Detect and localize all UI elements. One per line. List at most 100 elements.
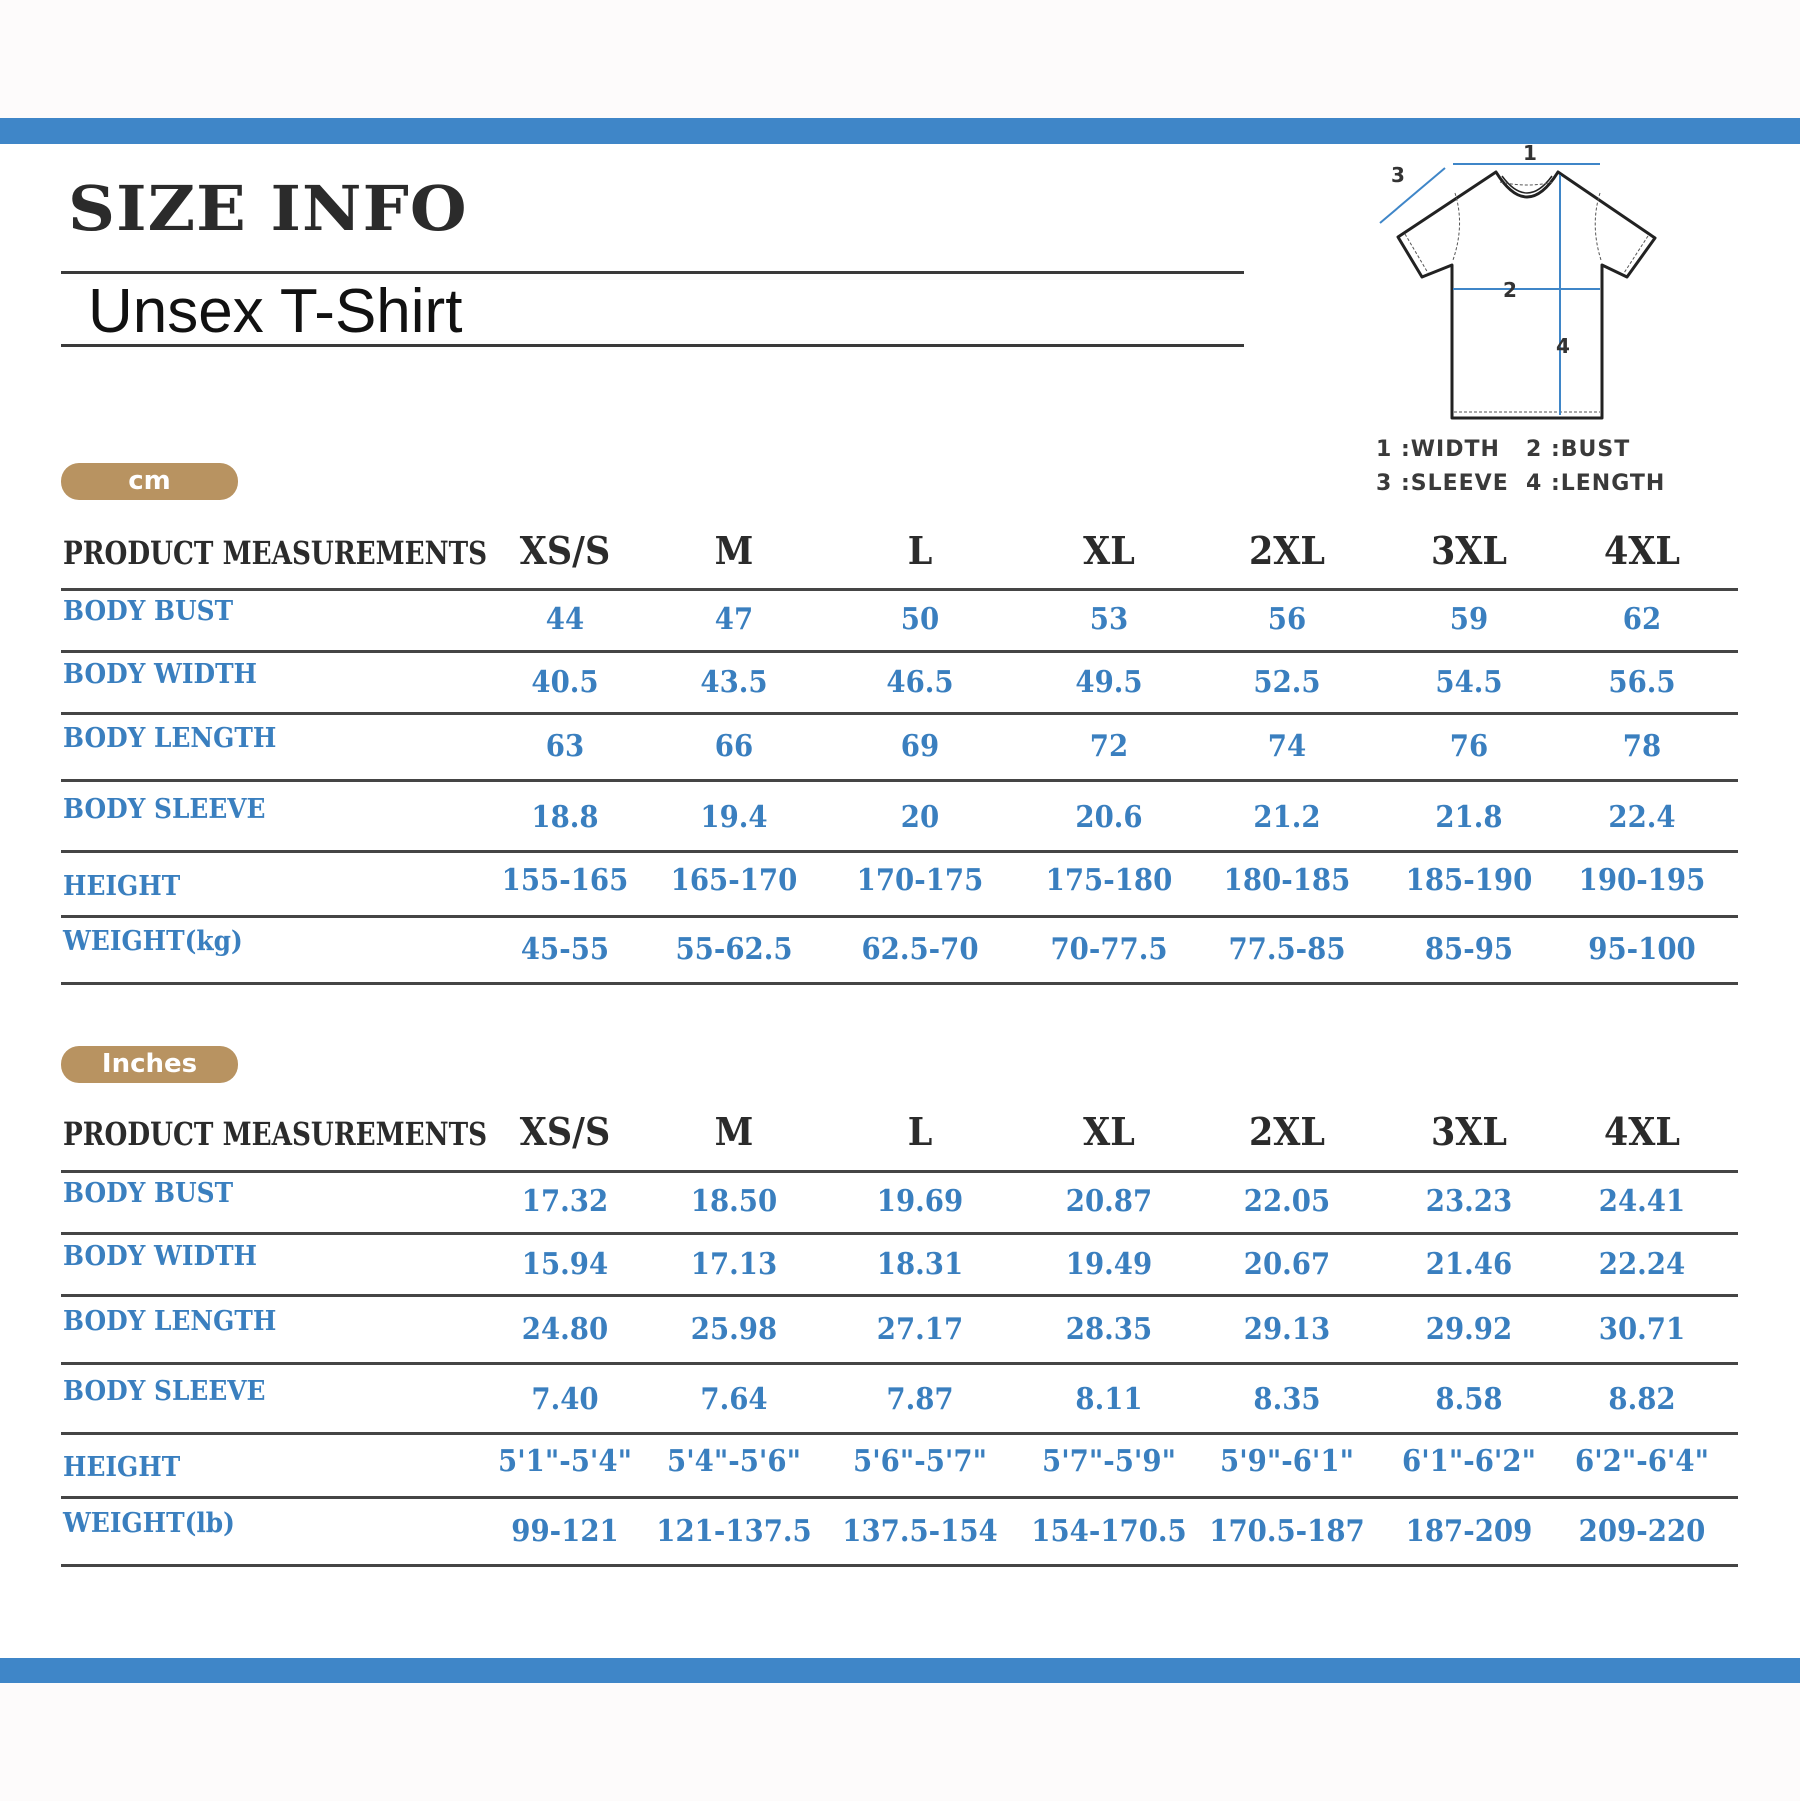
- row-divider: [61, 1362, 1738, 1365]
- row-label: BODY BUST: [63, 1178, 234, 1209]
- row-label: BODY SLEEVE: [63, 794, 266, 825]
- cell-value: 7.87: [886, 1382, 954, 1417]
- cell-value: 8.82: [1608, 1382, 1676, 1417]
- cell-value: 19.49: [1065, 1247, 1153, 1282]
- cell-value: 18.31: [876, 1247, 964, 1282]
- column-header-size: M: [714, 1109, 754, 1154]
- diagram-label-3: 3: [1391, 163, 1405, 187]
- legend-sleeve: 3 :SLEEVE: [1376, 471, 1509, 496]
- cell-value: 170.5-187: [1209, 1514, 1365, 1549]
- cell-value: 53: [1089, 602, 1129, 637]
- column-header-size: 3XL: [1430, 1109, 1508, 1154]
- cell-value: 43.5: [700, 665, 768, 700]
- cell-value: 24.80: [521, 1312, 609, 1347]
- cell-value: 6'2"-6'4": [1575, 1444, 1709, 1479]
- measurement-arrows: [1379, 163, 1600, 415]
- cell-value: 24.41: [1598, 1184, 1686, 1219]
- row-label: HEIGHT: [63, 871, 181, 902]
- cell-value: 22.24: [1598, 1247, 1686, 1282]
- cell-value: 56.5: [1608, 665, 1676, 700]
- column-header-size: 4XL: [1603, 528, 1681, 573]
- cell-value: 180-185: [1223, 863, 1351, 898]
- cell-value: 72: [1089, 729, 1129, 764]
- cell-value: 21.8: [1435, 800, 1503, 835]
- column-header-measurement: PRODUCT MEASUREMENTS: [63, 1115, 488, 1153]
- cell-value: 22.4: [1608, 800, 1676, 835]
- cell-value: 187-209: [1405, 1514, 1533, 1549]
- cell-value: 170-175: [856, 863, 984, 898]
- cell-value: 20.6: [1075, 800, 1143, 835]
- cell-value: 46.5: [886, 665, 954, 700]
- diagram-label-2: 2: [1503, 278, 1517, 302]
- legend-bust: 2 :BUST: [1526, 437, 1631, 462]
- cell-value: 21.2: [1253, 800, 1321, 835]
- cell-value: 99-121: [511, 1514, 619, 1549]
- row-divider: [61, 779, 1738, 782]
- cell-value: 70-77.5: [1050, 932, 1168, 967]
- product-name: Unsex T-Shirt: [88, 277, 463, 346]
- cell-value: 69: [900, 729, 940, 764]
- cell-value: 5'4"-5'6": [667, 1444, 801, 1479]
- cell-value: 5'9"-6'1": [1220, 1444, 1354, 1479]
- row-divider: [61, 915, 1738, 918]
- cell-value: 49.5: [1075, 665, 1143, 700]
- cell-value: 5'1"-5'4": [498, 1444, 632, 1479]
- cell-value: 17.13: [690, 1247, 778, 1282]
- cell-value: 18.8: [531, 800, 599, 835]
- cell-value: 78: [1622, 729, 1662, 764]
- cell-value: 137.5-154: [842, 1514, 998, 1549]
- cell-value: 40.5: [531, 665, 599, 700]
- row-divider: [61, 1496, 1738, 1499]
- unit-badge-inches: Inches: [61, 1046, 238, 1083]
- cell-value: 8.11: [1075, 1382, 1143, 1417]
- row-divider: [61, 650, 1738, 653]
- cell-value: 20.67: [1243, 1247, 1331, 1282]
- column-header-size: 2XL: [1248, 528, 1326, 573]
- cell-value: 209-220: [1578, 1514, 1706, 1549]
- cell-value: 155-165: [501, 863, 629, 898]
- cell-value: 74: [1267, 729, 1307, 764]
- column-header-size: XL: [1083, 1109, 1135, 1154]
- cell-value: 66: [714, 729, 754, 764]
- row-label: WEIGHT(lb): [63, 1508, 235, 1539]
- cell-value: 154-170.5: [1031, 1514, 1187, 1549]
- cell-value: 52.5: [1253, 665, 1321, 700]
- row-divider: [61, 1564, 1738, 1567]
- cell-value: 190-195: [1578, 863, 1706, 898]
- cell-value: 5'6"-5'7": [853, 1444, 987, 1479]
- row-divider: [61, 1294, 1738, 1297]
- tshirt-measurement-diagram: 1 2 3 4: [1379, 141, 1657, 420]
- row-label: HEIGHT: [63, 1452, 181, 1483]
- cell-value: 55-62.5: [675, 932, 793, 967]
- page-title: SIZE INFO: [68, 172, 468, 245]
- column-header-size: M: [714, 528, 754, 573]
- cell-value: 8.58: [1435, 1382, 1503, 1417]
- row-divider: [61, 850, 1738, 853]
- cell-value: 63: [545, 729, 585, 764]
- cell-value: 50: [900, 602, 940, 637]
- cell-value: 18.50: [690, 1184, 778, 1219]
- cell-value: 85-95: [1424, 932, 1514, 967]
- cell-value: 22.05: [1243, 1184, 1331, 1219]
- cell-value: 62.5-70: [861, 932, 979, 967]
- divider: [61, 271, 1244, 274]
- cell-value: 47: [714, 602, 754, 637]
- column-header-size: XS/S: [519, 1109, 611, 1154]
- cell-value: 15.94: [521, 1247, 609, 1282]
- cell-value: 19.69: [876, 1184, 964, 1219]
- cell-value: 62: [1622, 602, 1662, 637]
- cell-value: 25.98: [690, 1312, 778, 1347]
- row-label: BODY WIDTH: [63, 659, 258, 690]
- cell-value: 165-170: [670, 863, 798, 898]
- unit-badge-cm: cm: [61, 463, 238, 500]
- cell-value: 56: [1267, 602, 1307, 637]
- cell-value: 44: [545, 602, 585, 637]
- bottom-accent-bar: [0, 1658, 1800, 1683]
- cell-value: 21.46: [1425, 1247, 1513, 1282]
- row-divider: [61, 588, 1738, 591]
- cell-value: 76: [1449, 729, 1489, 764]
- divider: [61, 344, 1244, 347]
- column-header-size: XL: [1083, 528, 1135, 573]
- row-divider: [61, 712, 1738, 715]
- cell-value: 29.92: [1425, 1312, 1513, 1347]
